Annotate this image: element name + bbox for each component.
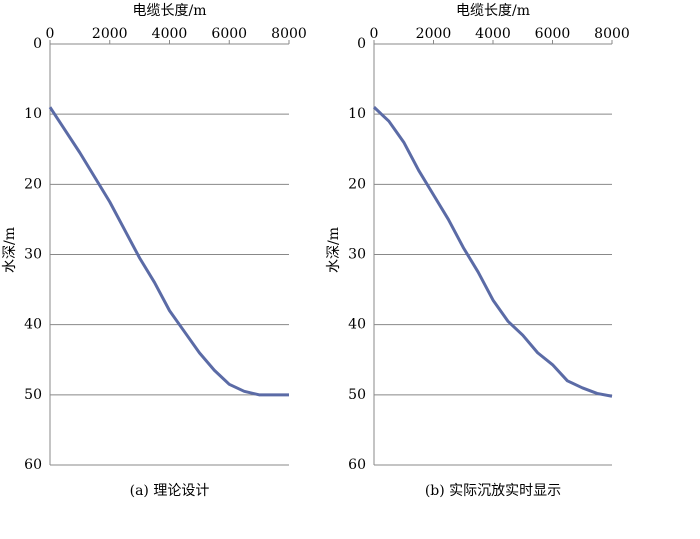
y-tick-label: 0 [357, 36, 366, 52]
chart-title: (b) 实际沉放实时显示 [425, 483, 561, 499]
y-axis-label: 水深/m [326, 227, 342, 273]
y-tick-label: 50 [348, 387, 366, 403]
x-tick-label: 4000 [475, 26, 511, 42]
data-line [372, 106, 613, 398]
y-tick-label: 40 [348, 317, 366, 333]
y-tick-label: 10 [24, 106, 42, 122]
x-tick-label: 8000 [271, 26, 307, 42]
y-tick-label: 30 [24, 247, 42, 263]
y-tick-label: 40 [24, 317, 42, 333]
x-axis-label: 电缆长度/m [133, 3, 207, 19]
chart-title: (a) 理论设计 [130, 483, 210, 499]
y-tick-label: 10 [348, 106, 366, 122]
y-tick-label: 20 [24, 176, 42, 192]
y-tick-label: 60 [24, 457, 42, 473]
y-tick-label: 30 [348, 247, 366, 263]
data-line [48, 106, 289, 397]
x-tick-label: 4000 [152, 26, 188, 42]
y-tick-label: 50 [24, 387, 42, 403]
x-tick-label: 2000 [416, 26, 452, 42]
x-tick-label: 0 [370, 26, 379, 42]
y-tick-label: 60 [348, 457, 366, 473]
x-tick-label: 2000 [92, 26, 128, 42]
y-tick-label: 20 [348, 176, 366, 192]
x-tick-label: 6000 [211, 26, 247, 42]
x-tick-label: 0 [46, 26, 55, 42]
x-axis-label: 电缆长度/m [456, 3, 530, 19]
x-tick-label: 6000 [535, 26, 571, 42]
x-tick-label: 8000 [594, 26, 630, 42]
y-axis-label: 水深/m [2, 227, 18, 273]
y-tick-label: 0 [33, 36, 42, 52]
